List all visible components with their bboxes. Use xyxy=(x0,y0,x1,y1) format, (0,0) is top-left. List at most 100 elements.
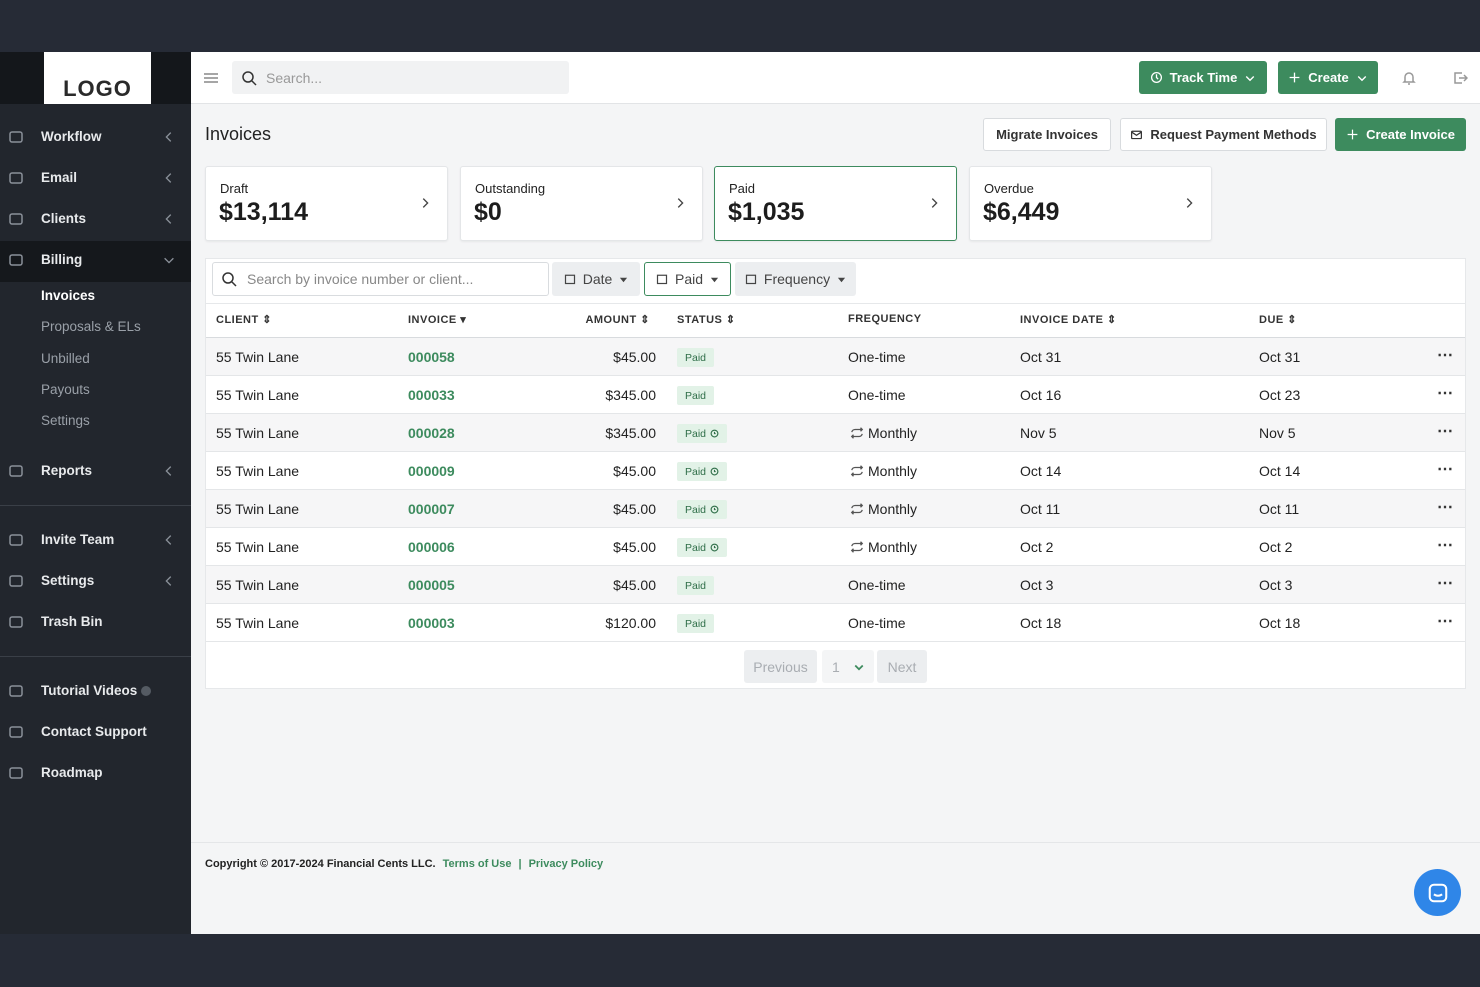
sidebar-item[interactable]: Clients xyxy=(41,211,87,226)
table-row[interactable] xyxy=(206,566,1465,604)
row-menu[interactable]: ⋯ xyxy=(1437,461,1453,478)
sidebar-icon xyxy=(8,532,24,548)
sidebar-item[interactable]: Reports xyxy=(41,463,93,478)
filter-button[interactable]: Frequency xyxy=(735,262,856,296)
header-button[interactable]: Create xyxy=(1278,61,1378,94)
copyright: Copyright © 2017-2024 Financial Cents LL… xyxy=(205,858,436,870)
summary-card[interactable]: Draft $13,114 xyxy=(205,166,448,241)
sidebar-item[interactable]: Roadmap xyxy=(41,765,103,780)
search-placeholder: Search... xyxy=(266,70,323,86)
table-row[interactable] xyxy=(206,338,1465,376)
table-row[interactable] xyxy=(206,376,1465,414)
column-header[interactable]: STATUS ⇕ xyxy=(677,314,736,326)
pagination-label: Previous xyxy=(753,658,808,675)
row-menu[interactable]: ⋯ xyxy=(1437,499,1453,516)
row-menu[interactable]: ⋯ xyxy=(1437,613,1453,630)
sidebar-item[interactable]: Email xyxy=(41,170,78,185)
sidebar-item[interactable]: Invite Team xyxy=(41,532,115,547)
amount: $345.00 xyxy=(605,425,656,441)
sidebar-item[interactable]: Billing xyxy=(41,252,83,267)
invoice-number[interactable]: 000006 xyxy=(408,539,455,555)
status-badge: Paid xyxy=(677,386,715,405)
card-label: Draft xyxy=(220,181,249,196)
status-badge: Paid xyxy=(677,576,715,595)
sidebar-subitem[interactable]: Invoices xyxy=(41,288,96,303)
due-date: Oct 14 xyxy=(1259,463,1301,479)
row-menu[interactable]: ⋯ xyxy=(1437,575,1453,592)
page-title: Invoices xyxy=(205,124,272,144)
amount: $45.00 xyxy=(613,539,656,555)
pagination-label: Next xyxy=(887,658,917,675)
invoice-number[interactable]: 000005 xyxy=(408,577,455,593)
repeat-icon xyxy=(850,426,864,440)
sidebar-subitem[interactable]: Settings xyxy=(41,413,90,428)
summary-card[interactable]: Overdue $6,449 xyxy=(969,166,1212,241)
chevron xyxy=(162,464,176,478)
chevron xyxy=(162,171,176,185)
column-header[interactable]: INVOICE DATE ⇕ xyxy=(1020,314,1117,326)
status-badge: Paid xyxy=(677,500,728,519)
table-row[interactable] xyxy=(206,452,1465,490)
invoice-date: Oct 16 xyxy=(1020,387,1062,403)
pagination-page[interactable]: 1 xyxy=(822,650,874,683)
invoice-date: Oct 18 xyxy=(1020,615,1062,631)
client: 55 Twin Lane xyxy=(216,615,300,631)
chat-button[interactable] xyxy=(1414,869,1461,916)
sidebar-item[interactable]: Workflow xyxy=(41,129,102,144)
pagination-next[interactable]: Next xyxy=(877,650,927,683)
summary-card[interactable]: Paid $1,035 xyxy=(714,166,957,241)
table-row[interactable] xyxy=(206,414,1465,452)
row-menu[interactable]: ⋯ xyxy=(1437,537,1453,554)
invoice-number[interactable]: 000033 xyxy=(408,387,455,403)
status-badge: Paid xyxy=(677,462,728,481)
sidebar-item[interactable]: Contact Support xyxy=(41,724,147,739)
invoice-number[interactable]: 000058 xyxy=(408,349,455,365)
due-date: Oct 18 xyxy=(1259,615,1301,631)
client: 55 Twin Lane xyxy=(216,577,300,593)
column-header[interactable]: CLIENT ⇕ xyxy=(216,314,272,326)
row-menu[interactable]: ⋯ xyxy=(1437,423,1453,440)
action-button[interactable]: Request Payment Methods xyxy=(1120,118,1327,151)
chevron xyxy=(162,130,176,144)
status-text: Paid xyxy=(685,427,707,440)
column-header[interactable]: DUE ⇕ xyxy=(1259,314,1297,326)
due-date: Oct 31 xyxy=(1259,349,1301,365)
logout-icon xyxy=(1452,70,1469,86)
row-menu[interactable]: ⋯ xyxy=(1437,347,1453,364)
invoice-number[interactable]: 000009 xyxy=(408,463,455,479)
sidebar-subitem[interactable]: Proposals & ELs xyxy=(41,319,141,334)
sidebar-subitem[interactable]: Unbilled xyxy=(41,351,90,366)
filter-search[interactable] xyxy=(212,262,549,296)
header-button[interactable]: Track Time xyxy=(1139,61,1267,94)
filter-button[interactable]: Paid xyxy=(644,262,731,296)
card-label: Outstanding xyxy=(475,181,546,196)
logo[interactable]: LOGO xyxy=(44,52,151,104)
table-row[interactable] xyxy=(206,528,1465,566)
chevron xyxy=(162,533,176,547)
sidebar-item[interactable]: Trash Bin xyxy=(41,614,103,629)
invoice-number[interactable]: 000028 xyxy=(408,425,455,441)
due-date: Oct 11 xyxy=(1259,501,1300,517)
sidebar-item[interactable]: Tutorial Videos xyxy=(41,683,138,698)
sidebar-icon xyxy=(8,129,24,145)
search-box[interactable] xyxy=(232,61,569,94)
search-icon xyxy=(221,271,237,287)
footer-link[interactable]: Privacy Policy xyxy=(528,858,604,870)
filter-button[interactable]: Date xyxy=(552,262,640,296)
action-button[interactable]: Migrate Invoices xyxy=(983,118,1111,151)
due-date: Oct 3 xyxy=(1259,577,1293,593)
table-row[interactable] xyxy=(206,490,1465,528)
action-button[interactable]: Create Invoice xyxy=(1335,118,1466,151)
column-header[interactable]: INVOICE ▾ xyxy=(408,314,467,326)
sidebar-subitem[interactable]: Payouts xyxy=(41,382,90,397)
pagination-previous[interactable]: Previous xyxy=(744,650,817,683)
table-row[interactable] xyxy=(206,604,1465,642)
summary-card[interactable]: Outstanding $0 xyxy=(460,166,703,241)
row-menu[interactable]: ⋯ xyxy=(1437,385,1453,402)
footer-link[interactable]: Terms of Use xyxy=(442,858,512,870)
invoice-number[interactable]: 000003 xyxy=(408,615,455,631)
sidebar-item[interactable]: Settings xyxy=(41,573,95,588)
invoice-number[interactable]: 000007 xyxy=(408,501,455,517)
column-header[interactable]: AMOUNT ⇕ xyxy=(585,314,650,326)
